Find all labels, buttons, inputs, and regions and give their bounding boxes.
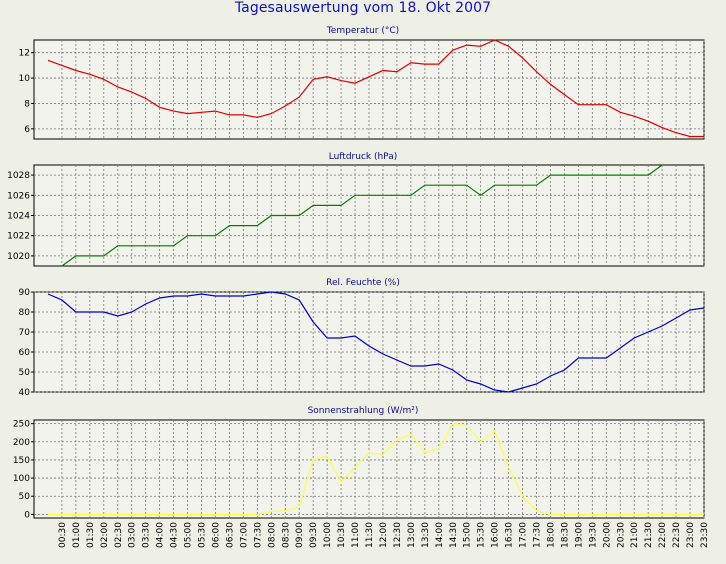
radiation-y-tick-label: 150 (13, 456, 30, 466)
x-tick-label: 08:00 (267, 522, 277, 548)
x-tick-label: 12:00 (379, 522, 389, 548)
x-tick-label: 20:00 (602, 522, 612, 548)
x-tick-label: 18:30 (560, 522, 570, 548)
x-tick-label: 03:30 (142, 522, 152, 548)
x-tick-label: 23:30 (700, 522, 710, 548)
temperature-y-tick-label: 8 (24, 99, 30, 109)
x-tick-label: 02:30 (114, 522, 124, 548)
x-tick-label: 05:30 (198, 522, 208, 548)
radiation-y-tick-label: 250 (13, 420, 30, 430)
x-tick-label: 22:00 (658, 522, 668, 548)
humidity-y-tick-label: 90 (19, 288, 31, 298)
x-tick-label: 01:00 (72, 522, 82, 548)
x-tick-label: 19:30 (588, 522, 598, 548)
radiation-y-tick-label: 0 (24, 510, 30, 520)
temperature-y-tick-label: 10 (19, 74, 31, 84)
x-tick-label: 08:30 (281, 522, 291, 548)
radiation-panel-title: Sonnenstrahlung (W/m²) (308, 406, 419, 416)
temperature-y-tick-label: 12 (19, 49, 30, 59)
humidity-y-tick-label: 40 (19, 388, 31, 398)
temperature-series-line (47, 39, 704, 138)
temperature-panel-title: Temperatur (°C) (326, 26, 399, 36)
pressure-panel: Luftdruck (hPa) 1020 1022 1024 1026 1028 (7, 152, 705, 267)
x-tick-label: 21:30 (644, 522, 654, 548)
radiation-series-line (48, 422, 704, 515)
x-tick-label: 11:30 (365, 522, 375, 548)
x-tick-label: 10:00 (323, 522, 333, 548)
x-tick-label: 15:00 (463, 522, 473, 548)
x-tick-label: 03:00 (128, 522, 138, 548)
x-tick-label: 06:00 (211, 522, 221, 548)
x-tick-label: 09:30 (309, 522, 319, 548)
x-tick-label: 20:30 (616, 522, 626, 548)
x-tick-label: 04:30 (170, 522, 180, 548)
humidity-series-line (47, 291, 705, 393)
pressure-series-line (61, 164, 663, 267)
x-tick-label: 01:30 (86, 522, 96, 548)
x-tick-label: 07:30 (253, 522, 263, 548)
x-tick-label: 18:00 (546, 522, 556, 548)
x-tick-label: 00:30 (58, 522, 68, 548)
x-tick-label: 11:00 (351, 522, 361, 548)
x-tick-label: 14:30 (449, 522, 459, 548)
radiation-y-tick-label: 50 (19, 492, 31, 502)
pressure-y-tick-label: 1026 (7, 191, 30, 201)
x-tick-label: 16:30 (505, 522, 515, 548)
pressure-y-tick-label: 1020 (7, 252, 30, 262)
x-tick-label: 22:30 (672, 522, 682, 548)
humidity-y-tick-label: 50 (19, 368, 31, 378)
radiation-y-tick-label: 200 (13, 438, 30, 448)
x-tick-label: 13:30 (421, 522, 431, 548)
radiation-panel: Sonnenstrahlung (W/m²) 0 50 100 150 200 250 (13, 406, 705, 520)
x-tick-label: 07:00 (239, 522, 249, 548)
x-tick-label: 19:00 (574, 522, 584, 548)
x-tick-label: 15:30 (477, 522, 487, 548)
x-tick-label: 23:00 (686, 522, 696, 548)
x-tick-label: 21:00 (630, 522, 640, 548)
pressure-panel-title: Luftdruck (hPa) (329, 152, 398, 162)
humidity-y-tick-label: 70 (19, 328, 31, 338)
x-axis: 00:30 01:00 01:30 02:00 02:30 03:00 03:30 04:00… (58, 522, 710, 548)
pressure-y-tick-label: 1028 (7, 171, 30, 181)
humidity-panel: Rel. Feuchte (%) 40 50 60 70 80 90 (19, 278, 705, 398)
x-tick-label: 16:00 (491, 522, 501, 548)
x-tick-label: 06:30 (225, 522, 235, 548)
radiation-y-tick-label: 100 (13, 474, 30, 484)
x-tick-label: 17:30 (533, 522, 543, 548)
chart-main-title: Tagesauswertung vom 18. Okt 2007 (234, 0, 492, 16)
x-tick-label: 12:30 (393, 522, 403, 548)
temperature-panel: Temperatur (°C) 6 8 10 12 (19, 26, 705, 140)
x-tick-label: 09:00 (295, 522, 305, 548)
x-tick-label: 14:00 (435, 522, 445, 548)
x-tick-label: 04:00 (156, 522, 166, 548)
pressure-y-tick-label: 1024 (7, 212, 30, 222)
humidity-panel-title: Rel. Feuchte (%) (326, 278, 400, 288)
pressure-y-tick-label: 1022 (7, 232, 30, 242)
temperature-y-tick-label: 6 (24, 125, 30, 135)
humidity-y-tick-label: 60 (19, 348, 31, 358)
x-tick-label: 05:00 (184, 522, 194, 548)
humidity-y-tick-label: 80 (19, 308, 31, 318)
x-tick-label: 10:30 (337, 522, 347, 548)
x-tick-label: 13:00 (407, 522, 417, 548)
x-tick-label: 02:00 (100, 522, 110, 548)
x-tick-label: 17:00 (519, 522, 529, 548)
